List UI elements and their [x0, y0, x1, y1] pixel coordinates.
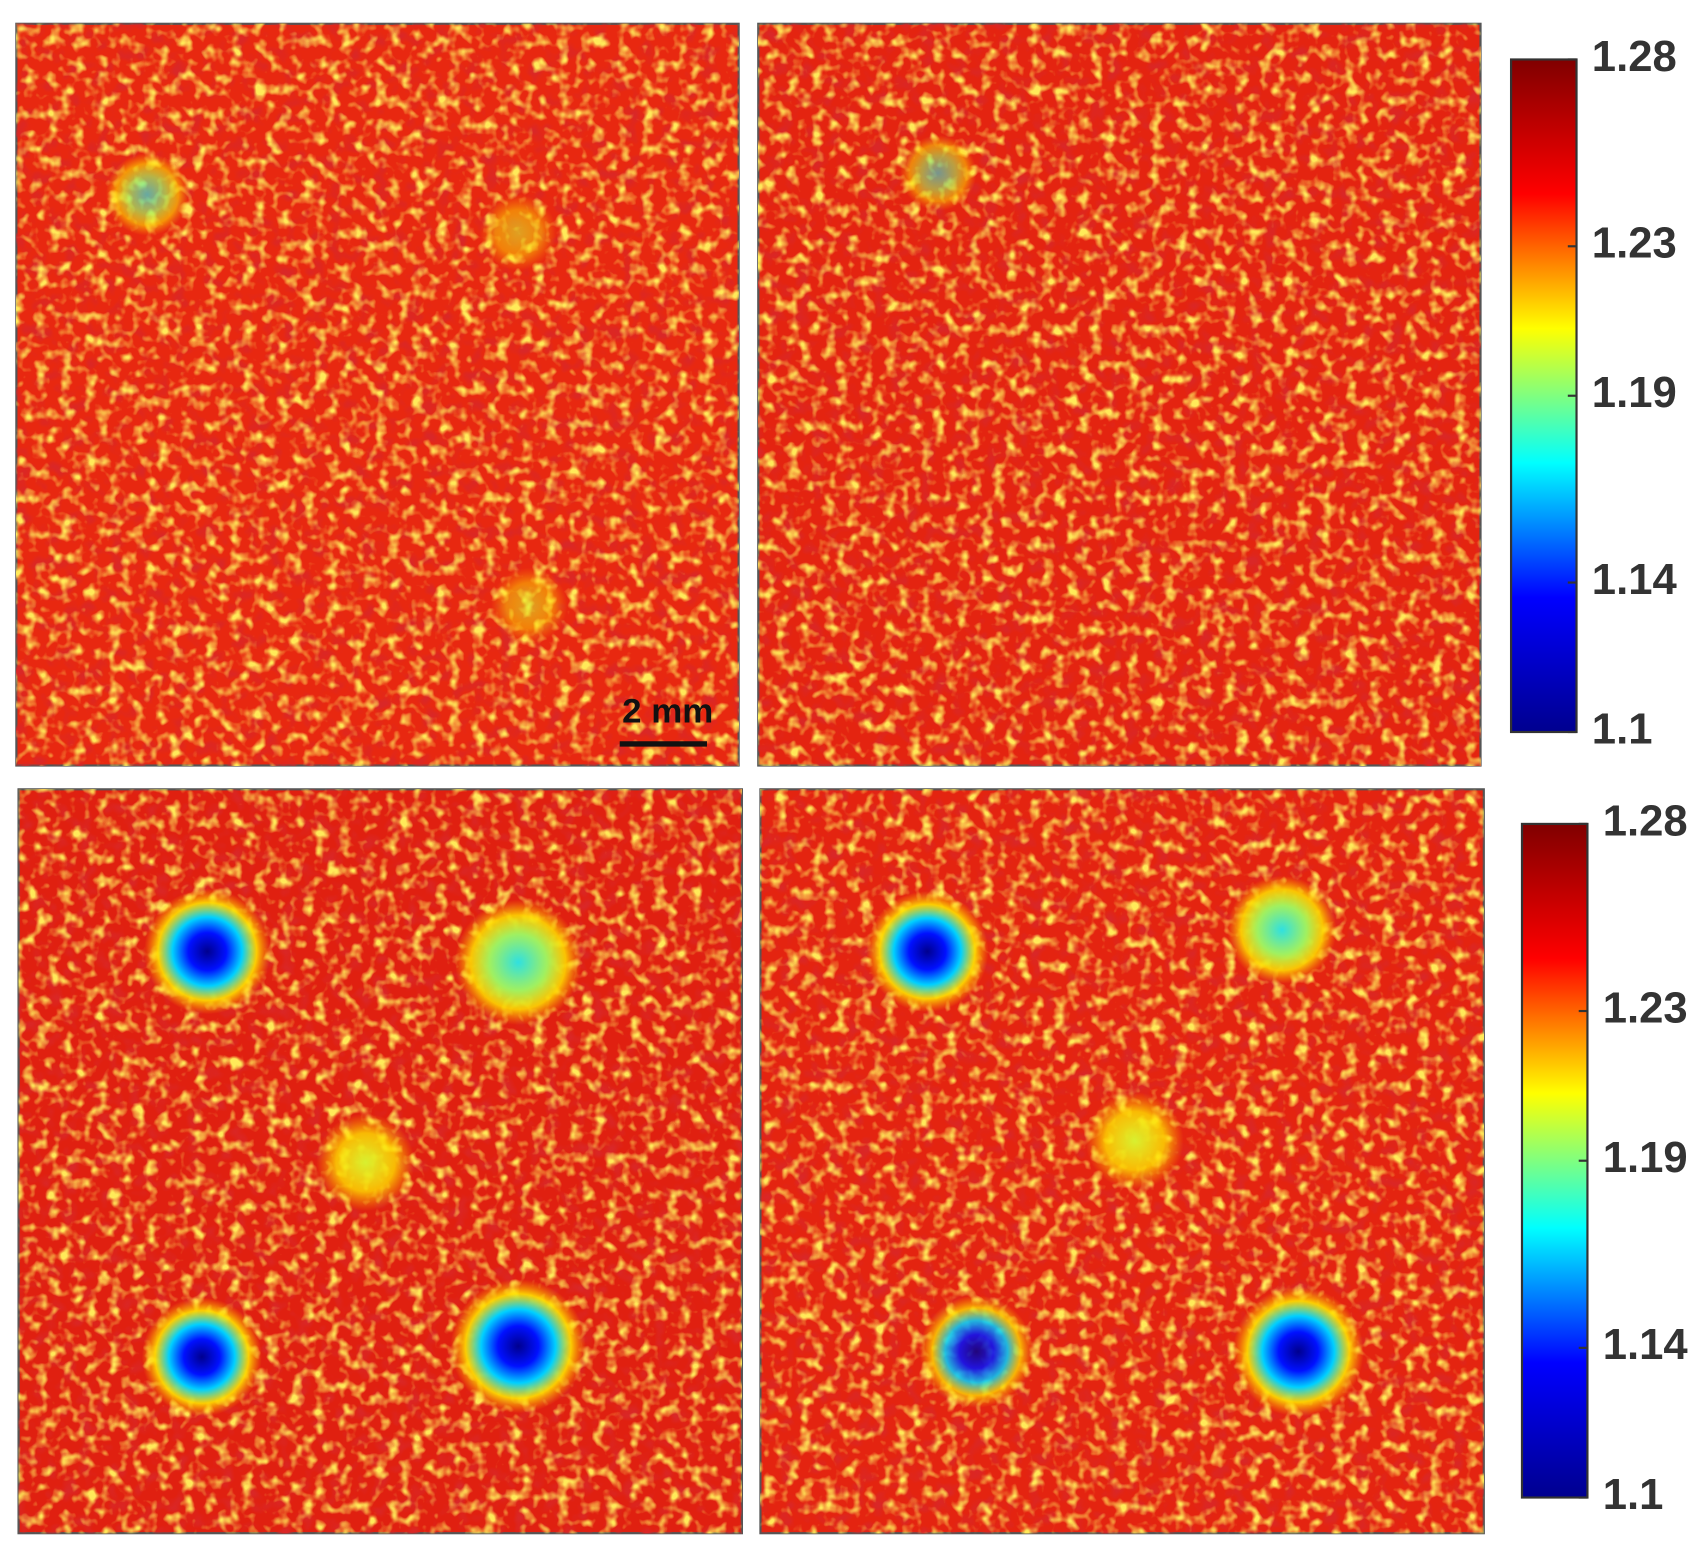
spot — [450, 1279, 586, 1414]
spot — [141, 1297, 262, 1417]
texture — [16, 23, 739, 766]
spot — [480, 194, 557, 271]
colorbar-tick-label: 1.14 — [1603, 1321, 1688, 1369]
spot — [144, 888, 271, 1015]
spot — [1232, 1286, 1364, 1417]
spot — [866, 890, 989, 1013]
colorbar-tick-label: 1.28 — [1592, 33, 1677, 81]
panels: 2 mm — [15, 22, 1485, 1535]
panel — [759, 788, 1485, 1535]
colorbar-tick-label: 1.28 — [1603, 798, 1688, 846]
colorbar-tick-label: 1.1 — [1592, 706, 1653, 754]
scale-bar-label: 2 mm — [622, 693, 713, 731]
panel — [17, 788, 743, 1535]
texture — [758, 23, 1481, 766]
spot — [1085, 1092, 1184, 1190]
colorbar-tick-label: 1.23 — [1603, 985, 1688, 1033]
colorbar — [1509, 58, 1578, 734]
spot — [454, 899, 582, 1026]
colorbar-tick-label: 1.23 — [1592, 220, 1677, 268]
spot — [919, 1295, 1034, 1408]
colorbar-tick-label: 1.1 — [1603, 1471, 1664, 1519]
colorbar-tick-label: 1.14 — [1592, 556, 1677, 604]
colorbar-tick-label: 1.19 — [1603, 1134, 1688, 1182]
spot — [1227, 875, 1337, 984]
colorbar — [1520, 822, 1589, 1499]
spot — [900, 135, 977, 211]
colorbar-tick-label: 1.19 — [1592, 369, 1677, 417]
spot — [105, 153, 189, 236]
panel: 2 mm — [15, 22, 740, 767]
spot — [316, 1113, 415, 1211]
spot — [490, 567, 568, 644]
panel — [757, 22, 1482, 767]
